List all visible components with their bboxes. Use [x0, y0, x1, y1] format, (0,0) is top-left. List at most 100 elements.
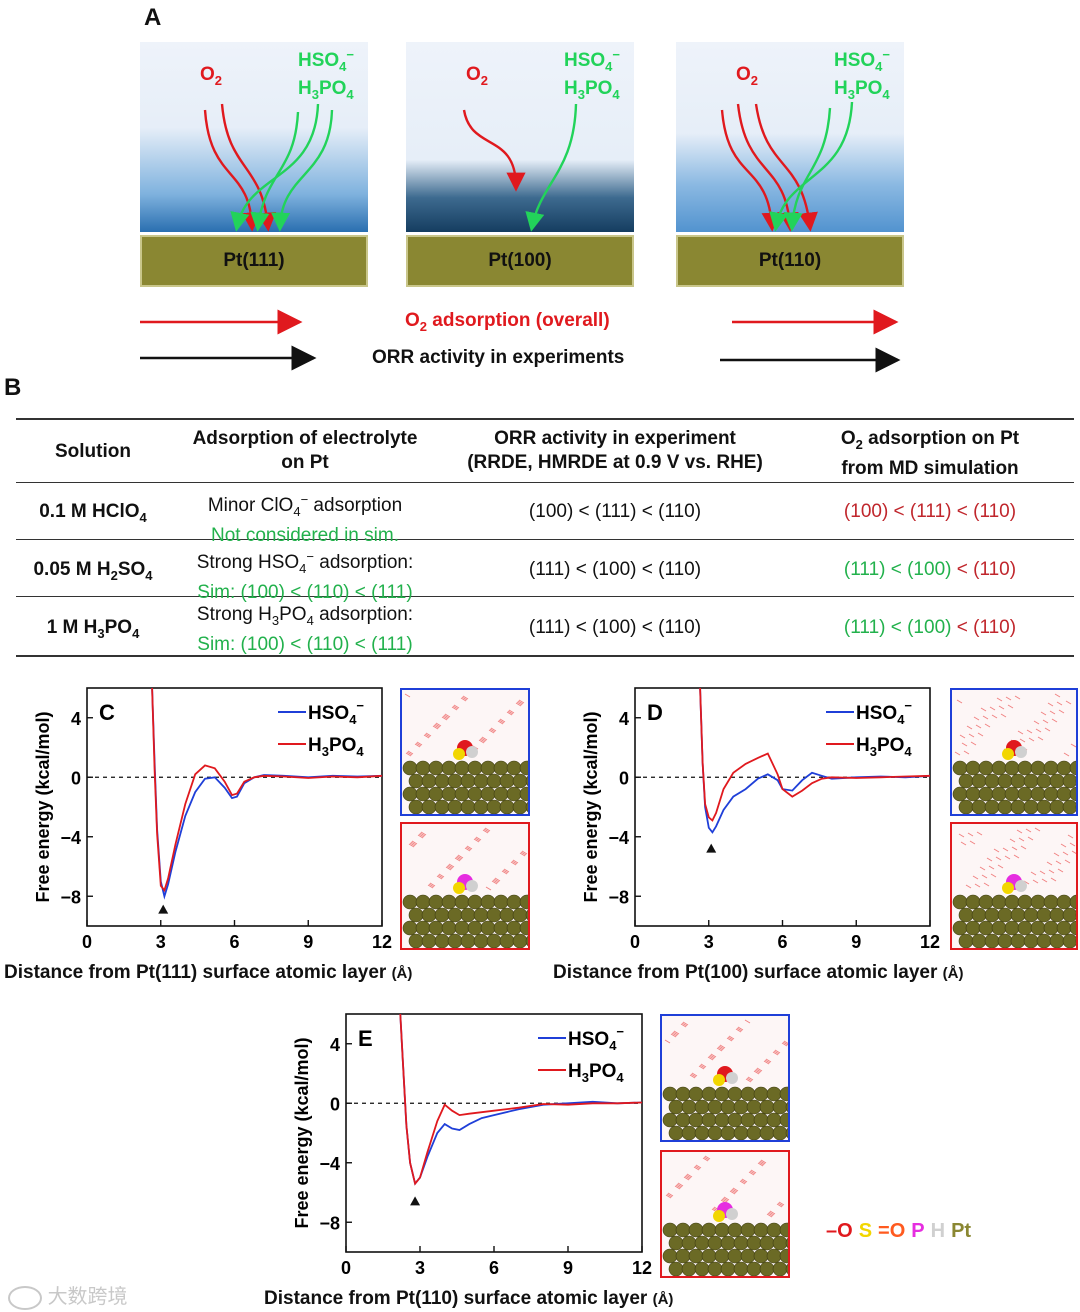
adsorption-flow-arrows — [462, 103, 578, 232]
legend-hso4-label: HSO4− — [568, 1024, 624, 1053]
chart-d: 0 3 6 9 12 4 0 −4 −8 Free energy (kcal/mol) D HSO4−… — [581, 687, 940, 952]
table-header-rule — [16, 482, 1074, 483]
series-h3po4-line — [151, 688, 382, 893]
x-tick-label: 6 — [489, 1258, 499, 1278]
snapshot-render — [402, 827, 528, 948]
snapshot-d-h3po4 — [950, 822, 1078, 950]
snapshot-e-h3po4 — [660, 1150, 790, 1278]
pt-slab-1: Pt(111) — [140, 235, 368, 287]
minimum-marker — [706, 843, 717, 853]
table-row-2-solution: 0.05 M H2SO4 — [33, 559, 153, 583]
y-axis-label: Free energy (kcal/mol) — [33, 711, 53, 902]
x-tick-label: 6 — [229, 932, 239, 952]
table-row-3-adsorption: Strong H3PO4 adsorption: Sim: (100) < (1… — [196, 604, 414, 655]
y-tick-label: 4 — [330, 1035, 340, 1055]
table-row-3-solution: 1 M H3PO4 — [46, 617, 140, 641]
y-tick-label: 0 — [71, 768, 81, 788]
panel-b-letter: B — [4, 374, 22, 401]
header-orr: ORR activity in experiment (RRDE, HMRDE a… — [467, 428, 763, 473]
chart-c-xlabel: Distance from Pt(111) surface atomic lay… — [4, 962, 413, 983]
legend-hso4-label: HSO4− — [308, 698, 364, 727]
element-legend-item: P — [911, 1220, 925, 1242]
table-row-3-o2: (111) < (100) < (110) — [843, 617, 1017, 638]
panel-letter: C — [99, 700, 115, 725]
adsorption-flow-arrows — [720, 101, 854, 232]
header-adsorption: Adsorption of electrolyte on Pt — [192, 428, 418, 473]
table-bottom-rule — [16, 655, 1074, 657]
y-tick-label: 4 — [619, 709, 629, 729]
chart-d-xlabel: Distance from Pt(100) surface atomic lay… — [553, 962, 964, 983]
orr-activity-label: ORR activity in experiments — [372, 347, 625, 368]
snapshot-c-h3po4 — [400, 822, 530, 950]
y-tick-label: −4 — [608, 828, 629, 848]
snapshot-c-hso4 — [400, 688, 530, 816]
y-axis-label: Free energy (kcal/mol) — [292, 1037, 312, 1228]
table-row-3-orr: (111) < (100) < (110) — [528, 617, 702, 638]
snapshot-render — [402, 693, 528, 814]
y-tick-label: 4 — [71, 709, 81, 729]
series-h3po4-line — [399, 1014, 642, 1186]
header-o2-adsorption: O2 adsorption on Pt from MD simulation — [840, 428, 1020, 479]
y-axis-label: Free energy (kcal/mol) — [581, 711, 601, 902]
watermark: 大数跨境 — [8, 1280, 128, 1310]
x-tick-label: 6 — [777, 932, 787, 952]
y-tick-label: −8 — [608, 887, 629, 907]
y-tick-label: −4 — [60, 828, 81, 848]
x-tick-label: 0 — [630, 932, 640, 952]
surface-box-2: O2 HSO4− H3PO4 — [406, 42, 634, 232]
y-tick-label: −4 — [319, 1154, 340, 1174]
element-legend-item: S — [858, 1220, 873, 1242]
o2-label: O2 — [200, 64, 223, 88]
pt-slab-3: Pt(110) — [676, 235, 904, 287]
snapshot-render — [662, 1019, 788, 1140]
x-tick-label: 0 — [82, 932, 92, 952]
element-legend-item: =O — [878, 1220, 906, 1242]
x-tick-label: 3 — [704, 932, 714, 952]
x-tick-label: 3 — [156, 932, 166, 952]
surface-box-3: O2 HSO4− H3PO4 — [676, 42, 904, 232]
legend-hso4-label: HSO4− — [856, 698, 912, 727]
trend-arrows — [140, 309, 901, 373]
table-top-rule — [16, 418, 1074, 420]
electrolyte-label: HSO4− H3PO4 — [297, 47, 354, 102]
adsorption-flow-arrows — [203, 103, 334, 232]
element-legend-item: –O — [826, 1220, 853, 1242]
snapshot-render — [952, 693, 1076, 814]
electrolyte-label: HSO4− H3PO4 — [563, 47, 620, 102]
series-h3po4-line — [699, 688, 930, 822]
x-tick-label: 9 — [851, 932, 861, 952]
element-legend-item: Pt — [951, 1220, 972, 1242]
table-row-rule-1 — [16, 539, 1074, 540]
snapshot-render — [662, 1155, 788, 1276]
chart-c: 0 3 6 9 12 4 0 −4 −8 Free energy (kcal/mol) C HSO4−… — [33, 687, 392, 952]
x-tick-label: 12 — [632, 1258, 652, 1278]
x-tick-label: 9 — [563, 1258, 573, 1278]
x-tick-label: 9 — [303, 932, 313, 952]
snapshot-e-hso4 — [660, 1014, 790, 1142]
table-row-1-solution: 0.1 M HClO4 — [39, 501, 147, 525]
x-tick-label: 0 — [341, 1258, 351, 1278]
legend-h3po4-label: H3PO4 — [856, 735, 912, 759]
y-tick-label: 0 — [330, 1094, 340, 1114]
o2-adsorption-overall-label: O2 adsorption (overall) — [405, 310, 610, 334]
panel-letter: E — [358, 1026, 373, 1051]
watermark-logo-icon — [8, 1285, 42, 1310]
y-tick-label: 0 — [619, 768, 629, 788]
element-legend: –O S =O P H Pt — [826, 1220, 977, 1243]
o2-label: O2 — [466, 64, 489, 88]
table-row-2-o2: (111) < (100) < (110) — [843, 559, 1017, 580]
minimum-marker — [158, 904, 169, 914]
table-row-1-orr: (100) < (111) < (110) — [528, 501, 702, 522]
chart-e: 0 3 6 9 12 4 0 −4 −8 Free energy (kcal/mol) E HSO4−… — [292, 1013, 652, 1278]
snapshot-render — [952, 827, 1076, 948]
chart-e-xlabel: Distance from Pt(110) surface atomic lay… — [264, 1288, 674, 1309]
minimum-marker — [410, 1196, 421, 1206]
electrolyte-label: HSO4− H3PO4 — [833, 47, 890, 102]
legend-h3po4-label: H3PO4 — [308, 735, 364, 759]
x-tick-label: 12 — [920, 932, 940, 952]
pt-slab-2: Pt(100) — [406, 235, 634, 287]
y-tick-label: −8 — [60, 887, 81, 907]
x-tick-label: 3 — [415, 1258, 425, 1278]
x-tick-label: 12 — [372, 932, 392, 952]
header-solution: Solution — [55, 441, 131, 462]
